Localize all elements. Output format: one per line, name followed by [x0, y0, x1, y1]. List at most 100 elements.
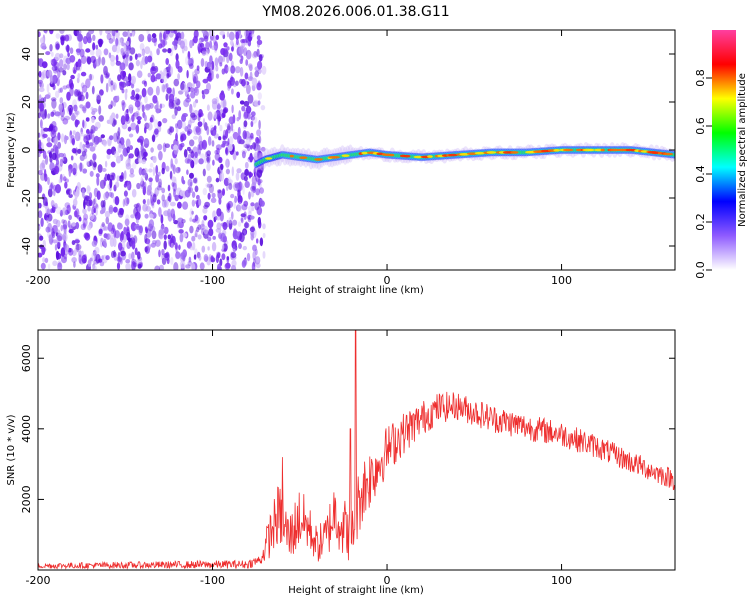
noise-speck	[87, 259, 92, 267]
spectrogram-y-tick-label: -20	[20, 189, 33, 207]
noise-speck	[110, 80, 114, 86]
noise-speck	[45, 51, 51, 56]
noise-speck	[80, 71, 87, 77]
noise-speck	[108, 206, 114, 213]
noise-speck	[56, 241, 61, 248]
noise-speck	[211, 241, 217, 252]
noise-speck	[231, 88, 234, 95]
noise-speck	[130, 122, 137, 131]
noise-speck	[222, 188, 225, 196]
noise-speck	[44, 108, 47, 119]
noise-speck	[141, 87, 147, 98]
noise-speck	[160, 225, 166, 233]
noise-speck	[62, 152, 67, 162]
noise-speck	[143, 151, 148, 157]
noise-speck	[54, 146, 59, 155]
noise-speck	[229, 76, 235, 86]
noise-speck	[241, 38, 247, 43]
noise-speck	[79, 162, 83, 173]
noise-speck	[257, 42, 260, 48]
noise-speck	[239, 138, 243, 145]
noise-speck	[231, 128, 235, 133]
noise-speck	[86, 161, 92, 168]
noise-speck	[214, 215, 218, 221]
noise-speck	[196, 126, 203, 136]
noise-speck	[158, 178, 163, 188]
noise-speck	[143, 138, 150, 148]
noise-speck	[111, 30, 116, 37]
noise-speck	[207, 74, 213, 83]
noise-speck	[115, 60, 122, 66]
noise-speck	[155, 239, 161, 247]
noise-speck	[165, 165, 170, 172]
noise-speck	[243, 120, 248, 128]
noise-speck	[126, 226, 130, 232]
noise-speck	[83, 195, 90, 201]
noise-speck	[170, 30, 175, 34]
noise-speck	[218, 156, 223, 164]
noise-speck	[93, 161, 97, 168]
noise-speck	[87, 224, 92, 231]
noise-speck	[116, 135, 121, 145]
noise-speck	[98, 228, 103, 235]
noise-speck	[81, 254, 87, 264]
noise-speck	[55, 33, 61, 39]
noise-speck	[115, 37, 119, 47]
noise-speck	[136, 116, 142, 121]
noise-speck	[125, 162, 132, 170]
noise-speck	[184, 125, 189, 132]
noise-speck	[69, 82, 74, 90]
noise-speck	[245, 137, 251, 146]
noise-speck	[168, 63, 171, 72]
noise-speck	[163, 199, 169, 208]
noise-speck	[113, 206, 118, 213]
noise-speck	[88, 192, 93, 200]
noise-speck	[175, 59, 180, 69]
noise-speck	[189, 159, 194, 168]
noise-speck	[180, 135, 184, 143]
noise-speck	[151, 200, 155, 206]
noise-speck	[196, 226, 200, 233]
noise-speck	[193, 86, 198, 94]
noise-speck	[86, 56, 92, 65]
noise-speck	[237, 126, 241, 136]
noise-speck	[96, 176, 100, 186]
colorbar-scale	[712, 30, 736, 270]
noise-speck	[239, 66, 244, 77]
noise-speck	[177, 217, 184, 223]
noise-speck	[198, 135, 203, 145]
noise-speck	[198, 255, 202, 261]
noise-speck	[116, 131, 120, 140]
noise-speck	[143, 167, 148, 174]
noise-speck	[150, 147, 154, 153]
noise-speck	[47, 188, 53, 198]
noise-speck	[193, 135, 198, 140]
noise-speck	[171, 163, 175, 172]
noise-speck	[96, 190, 101, 200]
signal-hotspot	[510, 151, 519, 154]
noise-speck	[57, 69, 61, 79]
noise-speck	[158, 207, 162, 217]
noise-speck	[243, 109, 249, 119]
noise-speck	[61, 256, 67, 264]
noise-speck	[42, 257, 46, 263]
noise-speck	[228, 52, 233, 62]
noise-speck	[188, 149, 194, 154]
noise-speck	[113, 119, 118, 126]
noise-speck	[38, 132, 41, 138]
noise-speck	[91, 85, 95, 95]
noise-speck	[57, 132, 61, 141]
noise-speck	[244, 168, 250, 177]
noise-speck	[97, 164, 103, 173]
noise-speck	[75, 119, 80, 125]
noise-speck	[237, 221, 242, 227]
noise-speck	[250, 144, 253, 150]
noise-speck	[203, 215, 208, 221]
noise-speck	[76, 49, 81, 56]
noise-speck	[175, 133, 178, 142]
noise-speck	[174, 106, 178, 116]
noise-speck	[150, 67, 157, 72]
noise-speck	[145, 205, 151, 212]
noise-speck	[251, 52, 258, 59]
noise-speck	[38, 112, 41, 119]
